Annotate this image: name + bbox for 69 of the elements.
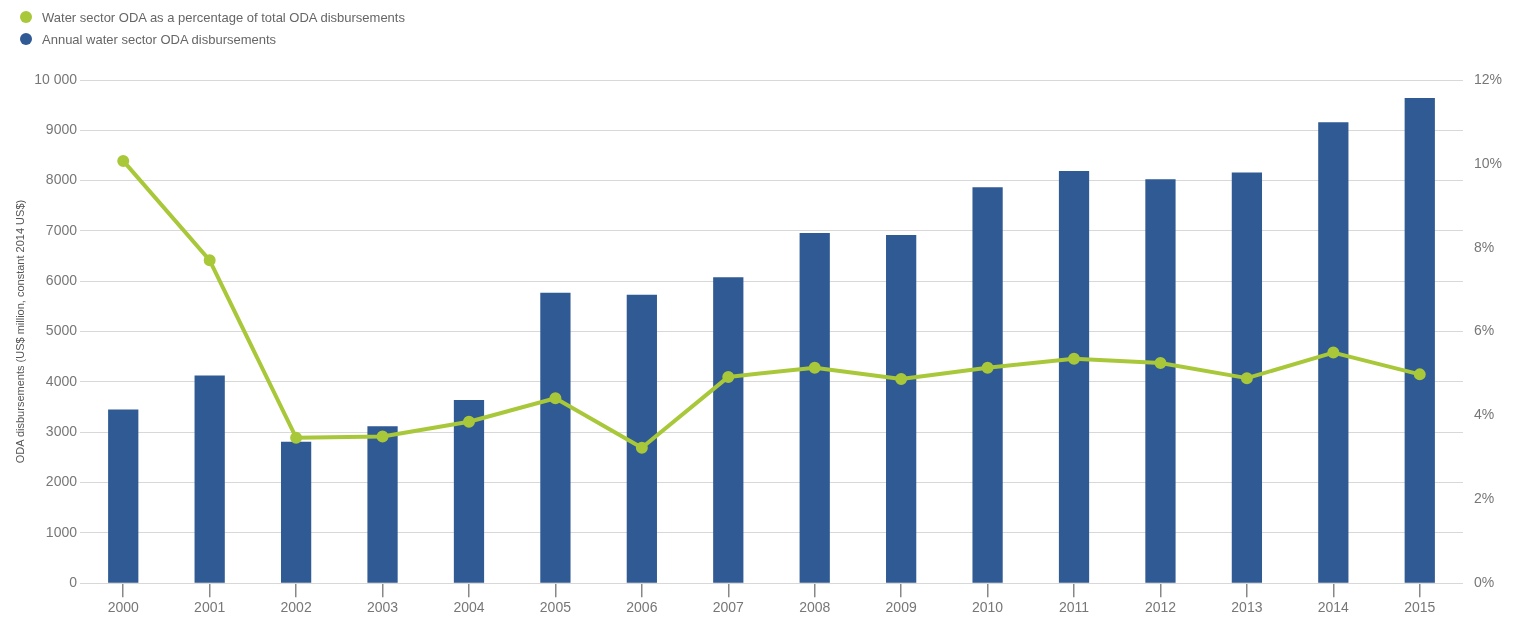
x-tick-label: 2014 xyxy=(1317,599,1350,616)
y2-tick-label: 12% xyxy=(1473,70,1503,87)
point xyxy=(203,254,216,267)
x-tick-label: 2013 xyxy=(1231,599,1263,616)
bar xyxy=(540,292,571,583)
y-tick-label: 8000 xyxy=(45,171,78,188)
y-tick-label: 1000 xyxy=(45,523,78,540)
point xyxy=(722,370,735,383)
bar xyxy=(1231,172,1263,583)
bar xyxy=(886,234,917,583)
point xyxy=(1068,352,1081,365)
y2-tick-label: 10% xyxy=(1473,154,1503,171)
x-tick-label: 2007 xyxy=(712,599,745,616)
point xyxy=(290,431,303,444)
bar xyxy=(1318,122,1349,583)
x-tick-label: 2006 xyxy=(626,599,658,616)
x-tick-label: 2009 xyxy=(885,599,917,616)
y-tick-label: 3000 xyxy=(45,423,78,440)
x-tick-label: 2008 xyxy=(799,599,831,616)
y-tick-label: 7000 xyxy=(45,221,78,238)
x-tick-label: 2002 xyxy=(280,599,312,616)
bar xyxy=(108,409,139,583)
x-tick-label: 2012 xyxy=(1144,599,1177,616)
y2-tick-label: 2% xyxy=(1473,490,1495,507)
bar xyxy=(367,426,398,583)
y-tick-label: 5000 xyxy=(45,322,78,339)
y2-tick-label: 0% xyxy=(1473,574,1495,591)
point xyxy=(117,154,130,167)
x-tick-label: 2015 xyxy=(1404,599,1436,616)
bar xyxy=(1404,98,1435,583)
x-tick-label: 2000 xyxy=(107,599,140,616)
point xyxy=(376,430,389,443)
y-axis-title: ODA disbursements (US$ million, constant 2014 US$) xyxy=(13,199,26,464)
y-tick-label: 4000 xyxy=(45,372,78,389)
bar xyxy=(1145,179,1176,583)
point xyxy=(462,415,475,428)
y2-tick-label: 8% xyxy=(1473,238,1495,255)
point xyxy=(1413,368,1426,381)
bar xyxy=(453,400,485,583)
x-tick-label: 2005 xyxy=(539,599,572,616)
bar xyxy=(194,375,225,583)
point xyxy=(981,361,994,374)
y-tick-label: 6000 xyxy=(45,272,78,289)
legend-label: Water sector ODA as a percentage of total ODA disbursements xyxy=(42,9,405,25)
point xyxy=(1327,346,1340,359)
x-tick-label: 2001 xyxy=(194,599,226,616)
x-tick-label: 2010 xyxy=(972,599,1004,616)
y2-tick-label: 4% xyxy=(1473,406,1495,423)
point xyxy=(895,372,908,385)
legend-label: Annual water sector ODA disbursements xyxy=(42,31,277,47)
x-tick-label: 2003 xyxy=(366,599,399,616)
y-tick-label: 10 000 xyxy=(34,70,78,87)
y-tick-label: 9000 xyxy=(45,121,78,138)
point xyxy=(1154,357,1167,370)
point xyxy=(808,361,821,374)
point xyxy=(1240,372,1253,385)
x-tick-label: 2011 xyxy=(1058,599,1090,616)
bar xyxy=(972,187,1003,583)
bar xyxy=(799,232,830,583)
bar xyxy=(626,294,657,583)
y-tick-label: 2000 xyxy=(45,473,78,490)
bar xyxy=(713,277,744,583)
point xyxy=(549,392,562,405)
bar xyxy=(280,441,312,583)
y2-tick-label: 6% xyxy=(1473,322,1495,339)
point xyxy=(635,441,648,454)
bar xyxy=(1058,171,1090,583)
x-tick-label: 2004 xyxy=(453,599,485,616)
y-tick-label: 0 xyxy=(69,574,78,591)
